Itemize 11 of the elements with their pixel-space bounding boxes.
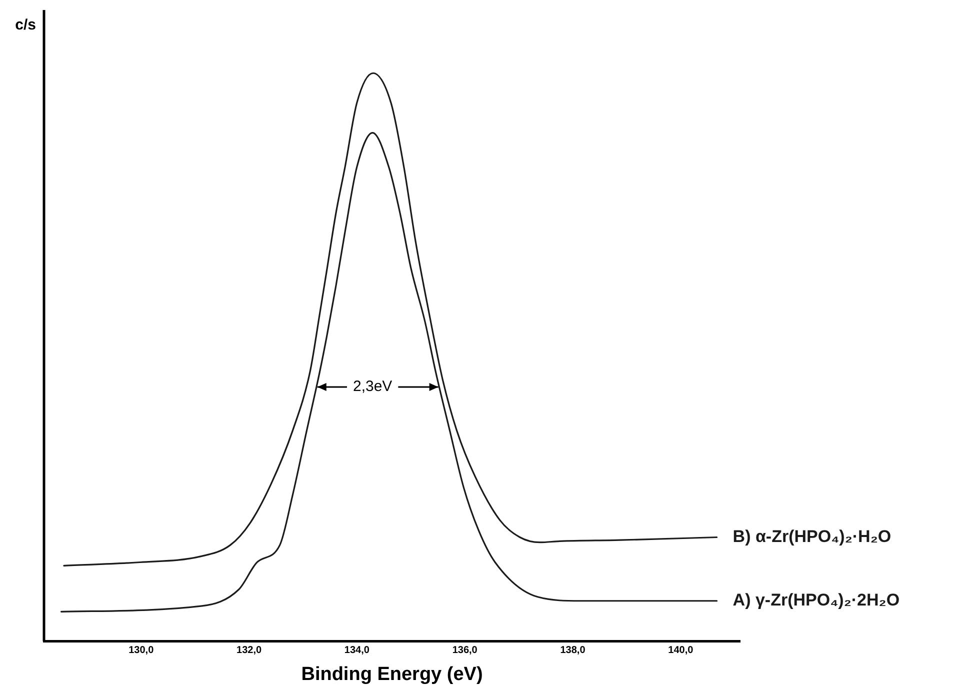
- x-axis-title: Binding Energy (eV): [301, 664, 483, 685]
- x-tick-label: 130,0: [128, 644, 154, 656]
- annotation: 2,3eV: [352, 378, 392, 396]
- y-axis-title: c/s: [15, 16, 36, 34]
- x-tick-label: 136,0: [452, 644, 478, 656]
- series-label: B) α-Zr(HPO₄)₂·H₂O: [732, 526, 892, 546]
- x-tick-label: 138,0: [560, 644, 586, 656]
- series-label: A) γ-Zr(HPO₄)₂·2H₂O: [732, 590, 900, 610]
- x-tick-label: 134,0: [344, 644, 370, 656]
- x-tick-label: 140,0: [668, 644, 694, 656]
- x-tick-label: 132,0: [236, 644, 262, 656]
